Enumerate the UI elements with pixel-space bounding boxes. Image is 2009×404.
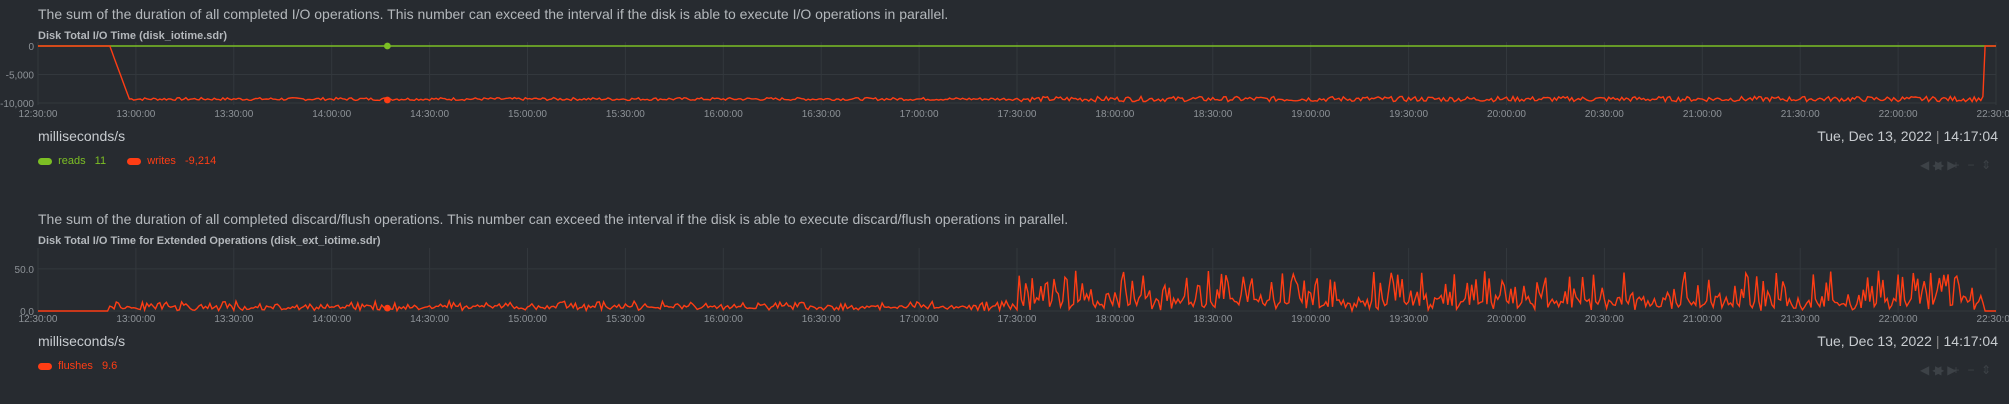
chart-title: Disk Total I/O Time (disk_iotime.sdr) bbox=[38, 30, 228, 42]
ext-iotime-chart[interactable]: 12:30:00 13:00:00 13:30:00 14:00:00 14:30:00… bbox=[0, 205, 2009, 330]
legend-value: 11 bbox=[94, 155, 107, 167]
zoom-out-icon[interactable]: − bbox=[1967, 363, 1978, 377]
series-line-flushes bbox=[38, 270, 1996, 314]
legend: reads 11 writes -9,214 bbox=[38, 155, 234, 167]
x-tick-label: 22:30:00 bbox=[1977, 314, 2009, 325]
x-tick-label: 22:00:00 bbox=[1879, 109, 1918, 120]
date-separator: | bbox=[1935, 333, 1940, 349]
x-tick-label: 16:00:00 bbox=[704, 109, 743, 120]
legend-pill-icon bbox=[38, 157, 52, 165]
x-tick-label: 13:30:00 bbox=[214, 314, 253, 325]
zoom-in-icon[interactable]: + bbox=[1952, 363, 1963, 377]
iotime-chart[interactable]: 12:30:00 13:00:00 13:30:00 14:00:00 14:30:00… bbox=[0, 0, 2009, 125]
x-tick-label: 15:30:00 bbox=[606, 109, 645, 120]
legend-item-reads[interactable]: reads 11 bbox=[38, 155, 106, 167]
x-tick-label: 21:30:00 bbox=[1781, 109, 1820, 120]
legend-item-writes[interactable]: writes -9,214 bbox=[127, 155, 216, 167]
x-tick-label: 14:30:00 bbox=[410, 314, 449, 325]
timestamp: Tue, Dec 13, 2022 | 14:17:04 bbox=[1817, 128, 1998, 144]
date-text: Tue, Dec 13, 2022 bbox=[1817, 333, 1932, 349]
x-tick-label: 13:30:00 bbox=[214, 109, 253, 120]
chart-panel-ext-iotime: The sum of the duration of all completed… bbox=[0, 205, 2009, 404]
x-tick-label: 15:00:00 bbox=[508, 314, 547, 325]
legend-name: flushes bbox=[58, 360, 93, 372]
legend-name: reads bbox=[58, 155, 86, 167]
x-tick-label: 16:30:00 bbox=[802, 314, 841, 325]
chart-info-text: The sum of the duration of all completed… bbox=[38, 211, 1069, 227]
x-tick-label: 16:30:00 bbox=[802, 109, 841, 120]
resize-icon[interactable]: ⇕ bbox=[1980, 363, 1995, 377]
x-tick-label: 18:00:00 bbox=[1095, 314, 1134, 325]
x-tick-label: 15:00:00 bbox=[508, 109, 547, 120]
pan-right-icon[interactable]: ▶▶ bbox=[1935, 363, 1960, 377]
date-separator: | bbox=[1935, 128, 1940, 144]
x-tick-label: 15:30:00 bbox=[606, 314, 645, 325]
x-tick-label: 17:00:00 bbox=[900, 109, 939, 120]
hover-marker-flushes bbox=[383, 304, 391, 312]
chart-toolbox: ◀◀▶▶+ − ⇕ bbox=[1920, 363, 1995, 377]
x-tick-label: 17:30:00 bbox=[998, 314, 1037, 325]
hover-marker-writes bbox=[383, 96, 391, 104]
time-text: 14:17:04 bbox=[1943, 128, 1999, 144]
x-tick-label: 20:30:00 bbox=[1585, 314, 1624, 325]
chart-title: Disk Total I/O Time for Extended Operati… bbox=[38, 235, 381, 247]
y-tick-label: -5,000 bbox=[6, 71, 35, 82]
x-tick-label: 17:30:00 bbox=[998, 109, 1037, 120]
time-text: 14:17:04 bbox=[1943, 333, 1999, 349]
pan-left-icon[interactable]: ◀◀ bbox=[1920, 158, 1945, 172]
x-tick-label: 22:30:00 bbox=[1977, 109, 2009, 120]
x-tick-label: 13:00:00 bbox=[116, 314, 155, 325]
chart-panel-iotime: The sum of the duration of all completed… bbox=[0, 0, 2009, 200]
x-tick-label: 12:30:00 bbox=[19, 314, 58, 325]
y-tick-label: 50.0 bbox=[15, 265, 35, 276]
pan-right-icon[interactable]: ▶▶ bbox=[1935, 158, 1960, 172]
zoom-out-icon[interactable]: − bbox=[1967, 158, 1978, 172]
legend-pill-icon bbox=[127, 157, 142, 165]
x-tick-label: 20:00:00 bbox=[1487, 314, 1526, 325]
legend: flushes 9.6 bbox=[38, 360, 135, 372]
series-line-writes bbox=[38, 45, 1996, 103]
x-tick-label: 20:00:00 bbox=[1487, 109, 1526, 120]
x-tick-label: 19:30:00 bbox=[1389, 109, 1428, 120]
resize-icon[interactable]: ⇕ bbox=[1980, 158, 1995, 172]
legend-value: 9.6 bbox=[101, 360, 118, 372]
date-text: Tue, Dec 13, 2022 bbox=[1817, 128, 1932, 144]
legend-value: -9,214 bbox=[185, 155, 217, 167]
x-tick-label: 19:00:00 bbox=[1291, 314, 1330, 325]
x-tick-label: 21:00:00 bbox=[1683, 109, 1722, 120]
y-tick-label: 0 bbox=[28, 42, 34, 53]
zoom-in-icon[interactable]: + bbox=[1952, 158, 1963, 172]
chart-toolbox: ◀◀▶▶+ − ⇕ bbox=[1920, 158, 1995, 172]
x-tick-label: 19:00:00 bbox=[1291, 109, 1330, 120]
x-tick-label: 20:30:00 bbox=[1585, 109, 1624, 120]
units-label: milliseconds/s bbox=[38, 333, 126, 349]
x-tick-label: 18:00:00 bbox=[1095, 109, 1134, 120]
x-tick-label: 18:30:00 bbox=[1193, 109, 1232, 120]
y-tick-label: -10,000 bbox=[0, 99, 34, 110]
chart-info-text: The sum of the duration of all completed… bbox=[38, 6, 949, 22]
x-tick-label: 19:30:00 bbox=[1389, 314, 1428, 325]
x-tick-label: 21:00:00 bbox=[1683, 314, 1722, 325]
x-tick-label: 12:30:00 bbox=[19, 109, 58, 120]
x-tick-label: 21:30:00 bbox=[1781, 314, 1820, 325]
hover-marker-reads bbox=[383, 42, 391, 50]
x-tick-label: 14:30:00 bbox=[410, 109, 449, 120]
x-tick-label: 16:00:00 bbox=[704, 314, 743, 325]
x-tick-label: 17:00:00 bbox=[900, 314, 939, 325]
legend-item-flushes[interactable]: flushes 9.6 bbox=[38, 360, 117, 372]
pan-left-icon[interactable]: ◀◀ bbox=[1920, 363, 1945, 377]
legend-pill-icon bbox=[38, 362, 52, 370]
x-tick-label: 13:00:00 bbox=[116, 109, 155, 120]
timestamp: Tue, Dec 13, 2022 | 14:17:04 bbox=[1817, 333, 1998, 349]
legend-name: writes bbox=[147, 155, 176, 167]
x-tick-label: 18:30:00 bbox=[1193, 314, 1232, 325]
x-tick-label: 14:00:00 bbox=[312, 314, 351, 325]
x-tick-label: 22:00:00 bbox=[1879, 314, 1918, 325]
units-label: milliseconds/s bbox=[38, 128, 126, 144]
y-tick-label: 0.0 bbox=[20, 307, 34, 318]
x-tick-label: 14:00:00 bbox=[312, 109, 351, 120]
